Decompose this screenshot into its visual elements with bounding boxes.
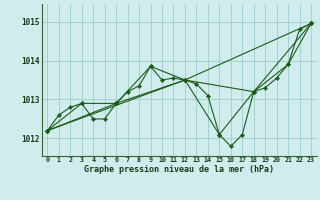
X-axis label: Graphe pression niveau de la mer (hPa): Graphe pression niveau de la mer (hPa) bbox=[84, 165, 274, 174]
